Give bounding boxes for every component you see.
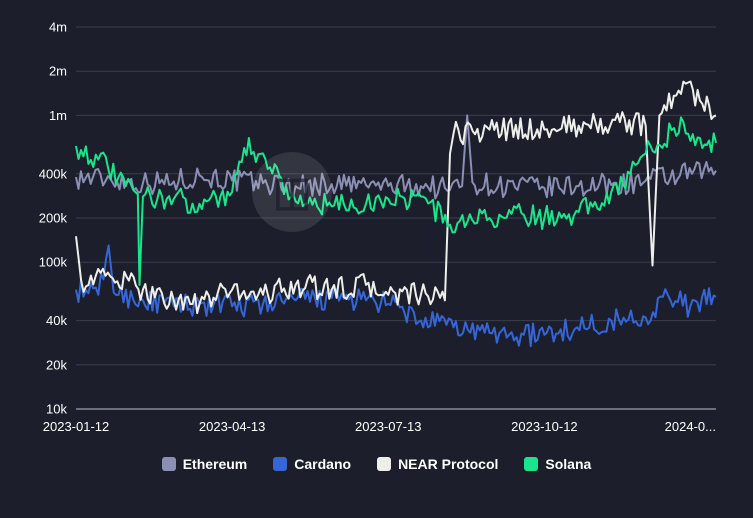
x-tick-label: 2023-04-13 (199, 419, 266, 434)
legend-swatch (273, 457, 288, 471)
legend-label: Cardano (294, 456, 352, 472)
y-tick-label: 100k (39, 255, 68, 270)
y-tick-label: 4m (49, 20, 67, 35)
legend-label: Solana (545, 456, 592, 472)
x-tick-label: 2023-07-13 (355, 419, 422, 434)
series-line-ethereum (75, 114, 717, 200)
y-tick-label: 2m (49, 64, 67, 79)
y-tick-label: 20k (46, 357, 67, 372)
legend-item-ethereum[interactable]: Ethereum (161, 456, 248, 472)
y-tick-label: 10k (46, 402, 67, 417)
watermark-logo: ◫ (252, 152, 332, 232)
x-tick-label: 2024-0... (665, 419, 716, 434)
series-line-solana (75, 116, 717, 286)
legend-swatch (377, 457, 392, 471)
legend-item-solana[interactable]: Solana (524, 456, 591, 472)
y-tick-label: 200k (39, 211, 68, 226)
x-tick-label: 2023-01-12 (43, 419, 110, 434)
chart-legend: Ethereum Cardano NEAR Protocol Solana (0, 456, 753, 472)
legend-label: Ethereum (182, 456, 248, 472)
legend-item-near-protocol[interactable]: NEAR Protocol (377, 456, 498, 472)
y-tick-label: 400k (39, 166, 68, 181)
legend-swatch (161, 457, 176, 471)
y-tick-label: 40k (46, 313, 67, 328)
legend-swatch (524, 457, 539, 471)
legend-label: NEAR Protocol (398, 456, 499, 472)
y-tick-label: 1m (49, 108, 67, 123)
series-line-near-protocol (75, 80, 717, 315)
legend-item-cardano[interactable]: Cardano (273, 456, 351, 472)
x-tick-label: 2023-10-12 (511, 419, 578, 434)
